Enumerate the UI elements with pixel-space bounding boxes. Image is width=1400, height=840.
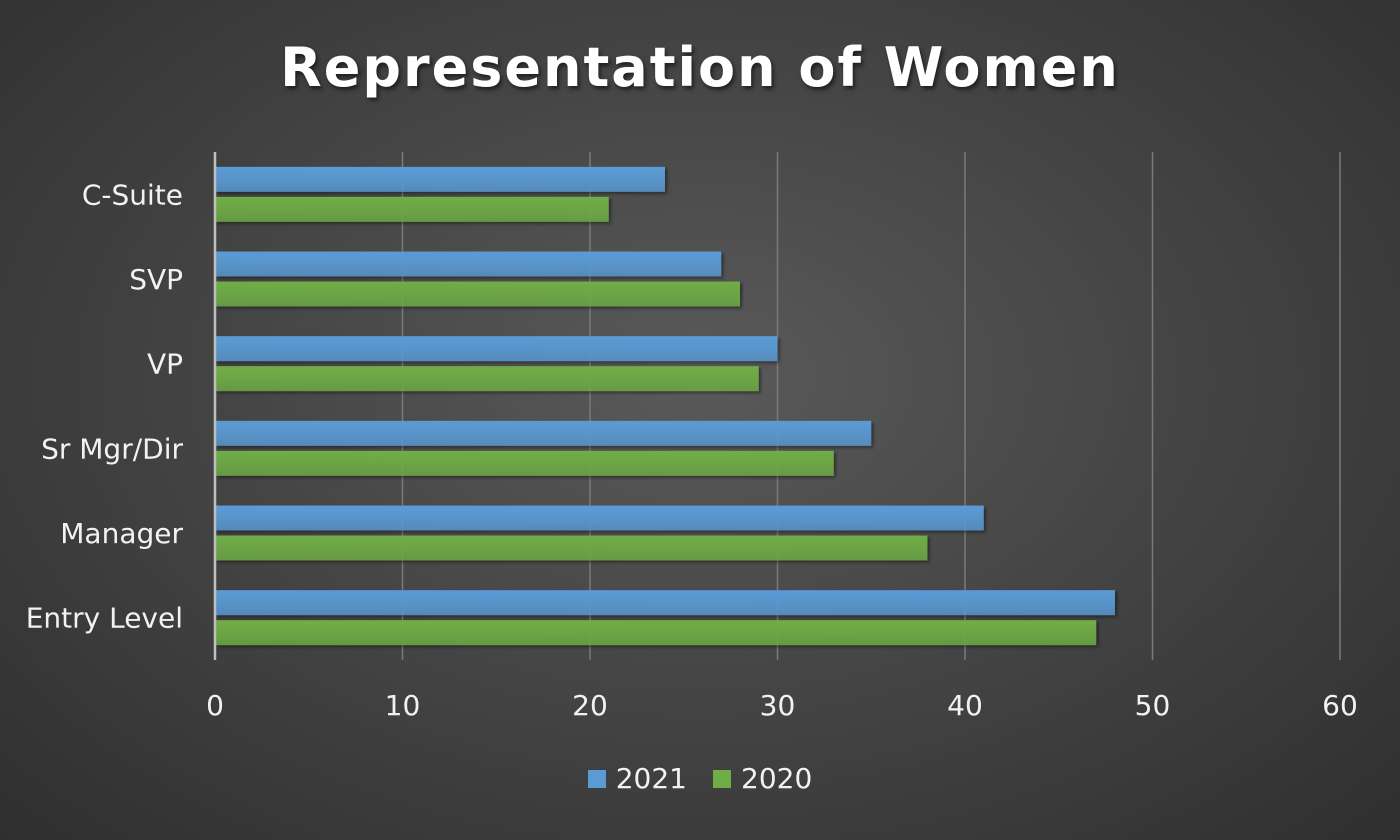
- bar-2021-sr-mgr-dir: [215, 420, 872, 446]
- legend-item: 2021: [587, 762, 687, 795]
- x-tick-label: 20: [572, 689, 608, 722]
- category-label: C-Suite: [82, 178, 183, 211]
- category-label: Manager: [60, 517, 183, 550]
- bar-2021-vp: [215, 336, 778, 362]
- chart-title: Representation of Women: [280, 36, 1120, 99]
- bar-2020-sr-mgr-dir: [215, 450, 834, 476]
- bar-2021-c-suite: [215, 166, 665, 192]
- x-tick-label: 40: [947, 689, 983, 722]
- x-tick-label: 30: [760, 689, 796, 722]
- bar-2020-svp: [215, 281, 740, 307]
- bar-2021-entry-level: [215, 590, 1115, 616]
- legend-swatch: [587, 769, 606, 788]
- bar-2020-vp: [215, 366, 759, 392]
- x-tick-label: 0: [206, 689, 224, 722]
- bar-2020-entry-level: [215, 620, 1097, 646]
- bar-2021-svp: [215, 251, 722, 277]
- bar-2020-manager: [215, 535, 928, 561]
- bar-2021-manager: [215, 505, 984, 531]
- category-label: VP: [147, 348, 183, 381]
- bar-2020-c-suite: [215, 196, 609, 222]
- legend-label: 2021: [615, 762, 687, 795]
- x-tick-label: 50: [1135, 689, 1171, 722]
- category-label: Sr Mgr/Dir: [41, 432, 183, 465]
- legend-swatch: [713, 769, 731, 788]
- legend-label: 2020: [741, 762, 813, 795]
- x-tick-label: 10: [385, 689, 421, 722]
- legend: 2021 2020: [0, 762, 1400, 795]
- category-label: SVP: [129, 263, 183, 296]
- x-tick-label: 60: [1322, 689, 1358, 722]
- category-label: Entry Level: [26, 602, 183, 635]
- legend-item: 2020: [713, 762, 812, 795]
